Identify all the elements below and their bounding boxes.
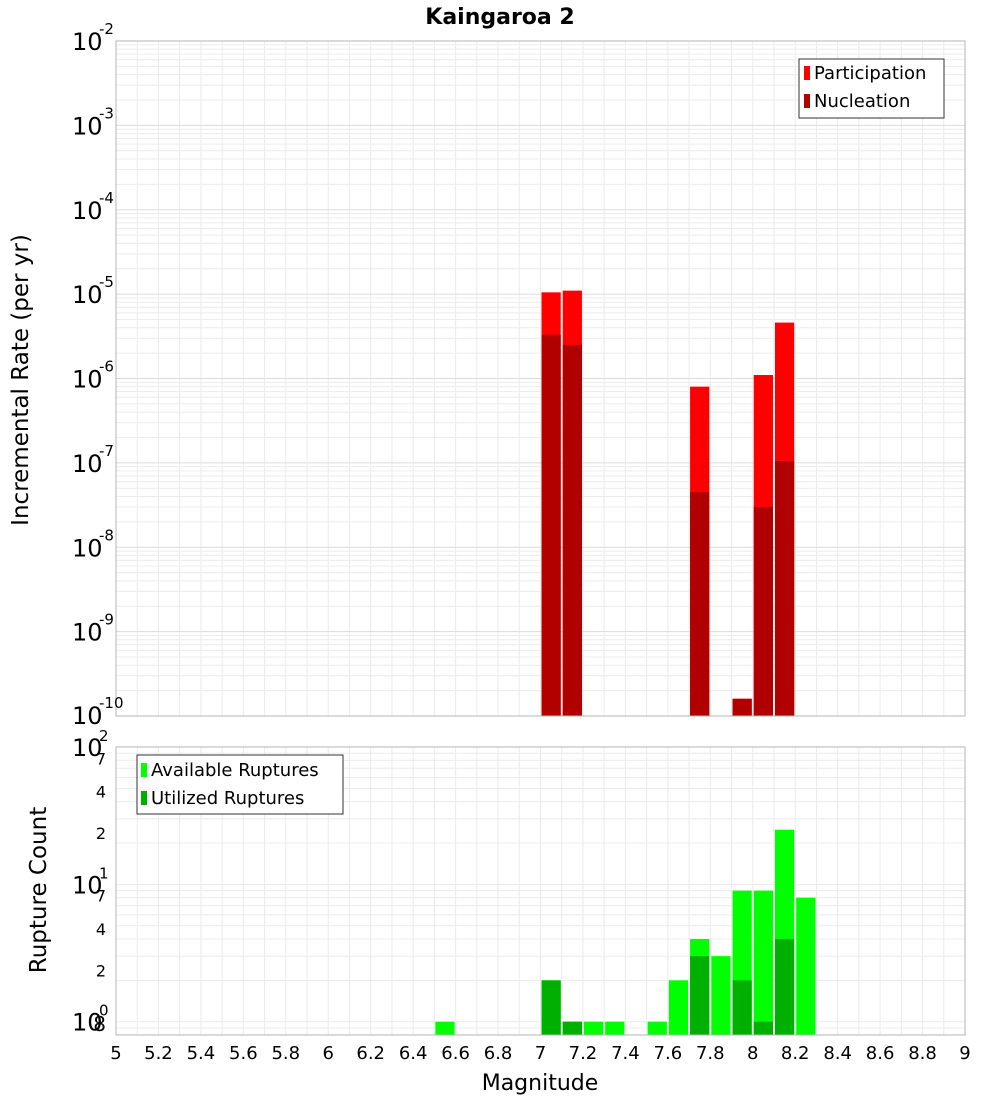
top-y-axis-label: Incremental Rate (per yr) <box>8 234 34 526</box>
nucleation-bar <box>541 334 561 716</box>
x-tick-label: 5 <box>110 1043 121 1064</box>
available-ruptures-bar <box>605 1021 625 1035</box>
x-tick-label: 5.6 <box>229 1043 258 1064</box>
bottom-y-minor-tick-label: 7 <box>96 887 106 906</box>
bottom-y-tick-label: 10 <box>72 734 103 762</box>
x-tick-label: 7 <box>535 1043 546 1064</box>
bottom-y-tick-exponent: 2 <box>99 727 109 745</box>
x-tick-label: 7.6 <box>654 1043 683 1064</box>
top-y-tick-exponent: -8 <box>99 526 114 544</box>
rate-panel: 10-210-310-410-510-610-710-810-910-10Par… <box>72 20 966 730</box>
top-y-tick-exponent: -3 <box>99 104 114 122</box>
utilized-ruptures-bar <box>541 980 561 1035</box>
bottom-legend: Available Ruptures Utilized Ruptures <box>136 754 344 815</box>
top-y-tick-label: 10 <box>72 619 103 647</box>
top-y-tick-exponent: -9 <box>99 611 114 629</box>
top-y-tick-label: 10 <box>72 366 103 394</box>
nucleation-bar <box>690 492 710 716</box>
bottom-y-minor-tick-label: 2 <box>96 961 106 980</box>
top-y-tick-exponent: -5 <box>99 273 114 291</box>
legend-label: Nucleation <box>814 91 910 112</box>
top-legend-box <box>798 58 945 119</box>
x-tick-label: 6.8 <box>484 1043 513 1064</box>
available-ruptures-bar <box>583 1021 604 1035</box>
top-y-tick-exponent: -7 <box>99 442 114 460</box>
top-y-tick-exponent: -2 <box>99 20 114 38</box>
legend-swatch <box>804 66 810 80</box>
top-y-tick-label: 10 <box>72 450 103 478</box>
top-y-tick-exponent: -4 <box>99 189 114 207</box>
bottom-plot-border <box>115 746 966 1036</box>
x-tick-label: 7.2 <box>569 1043 598 1064</box>
top-y-tick-exponent: -10 <box>99 694 124 712</box>
x-tick-label: 6 <box>323 1043 334 1064</box>
legend-label: Available Ruptures <box>151 760 319 781</box>
available-ruptures-bar <box>668 980 689 1035</box>
chart-title: Kaingaroa 2 <box>425 5 574 30</box>
top-y-tick-label: 10 <box>72 197 103 225</box>
utilized-ruptures-bar <box>753 1021 773 1035</box>
bottom-y-tick-label: 10 <box>72 1009 103 1037</box>
utilized-ruptures-bar <box>690 956 710 1035</box>
bottom-y-minor-tick-label: 2 <box>96 824 106 843</box>
bottom-y-axis-label: Rupture Count <box>26 807 52 973</box>
available-ruptures-bar <box>753 890 773 1035</box>
x-tick-label: 6.2 <box>356 1043 385 1064</box>
available-ruptures-bar <box>647 1021 667 1035</box>
utilized-ruptures-bar <box>732 980 752 1035</box>
nucleation-bar <box>562 344 582 716</box>
legend-label: Participation <box>814 63 926 84</box>
top-y-tick-label: 10 <box>72 702 103 730</box>
available-ruptures-bar <box>711 956 731 1035</box>
x-tick-label: 6.6 <box>441 1043 470 1064</box>
nucleation-bar <box>753 506 773 716</box>
x-tick-label: 5.2 <box>144 1043 173 1064</box>
top-y-tick-label: 10 <box>72 28 103 56</box>
top-y-tick-label: 10 <box>72 112 103 140</box>
legend-label: Utilized Ruptures <box>151 788 304 809</box>
bottom-y-minor-tick-label: 8 <box>93 1012 106 1036</box>
x-axis-label: Magnitude <box>482 1071 599 1096</box>
bottom-y-minor-tick-label: 7 <box>96 749 106 768</box>
x-tick-label: 8.2 <box>781 1043 810 1064</box>
x-tick-label: 6.4 <box>399 1043 428 1064</box>
x-tick-label: 9 <box>959 1043 970 1064</box>
x-tick-label: 8 <box>747 1043 758 1064</box>
available-ruptures-bar <box>796 897 816 1035</box>
available-ruptures-bar <box>435 1021 455 1035</box>
bottom-y-tick-label: 10 <box>72 871 103 899</box>
x-tick-label: 5.8 <box>271 1043 300 1064</box>
nucleation-bar <box>774 461 795 716</box>
top-y-tick-label: 10 <box>72 534 103 562</box>
x-tick-label: 8.8 <box>908 1043 937 1064</box>
legend-swatch <box>804 94 810 108</box>
bottom-y-minor-tick-label: 4 <box>96 783 106 802</box>
x-tick-label: 8.4 <box>823 1043 852 1064</box>
utilized-ruptures-bar <box>774 939 795 1035</box>
top-y-tick-exponent: -6 <box>99 358 114 376</box>
bottom-legend-box <box>136 754 344 815</box>
bottom-y-minor-tick-label: 4 <box>96 920 106 939</box>
top-plot-border <box>115 40 966 717</box>
utilized-ruptures-bar <box>562 1021 582 1035</box>
top-y-tick-label: 10 <box>72 281 103 309</box>
x-tick-label: 7.8 <box>696 1043 725 1064</box>
top-legend: Participation Nucleation <box>798 58 945 119</box>
bottom-y-tick-exponent: 1 <box>99 864 109 882</box>
x-tick-label: 7.4 <box>611 1043 640 1064</box>
x-tick-label: 5.4 <box>187 1043 216 1064</box>
x-tick-label: 8.6 <box>866 1043 895 1064</box>
nucleation-bar <box>732 698 752 716</box>
legend-swatch <box>141 763 147 777</box>
bottom-y-tick-exponent: 0 <box>99 1002 109 1020</box>
legend-swatch <box>141 791 147 805</box>
